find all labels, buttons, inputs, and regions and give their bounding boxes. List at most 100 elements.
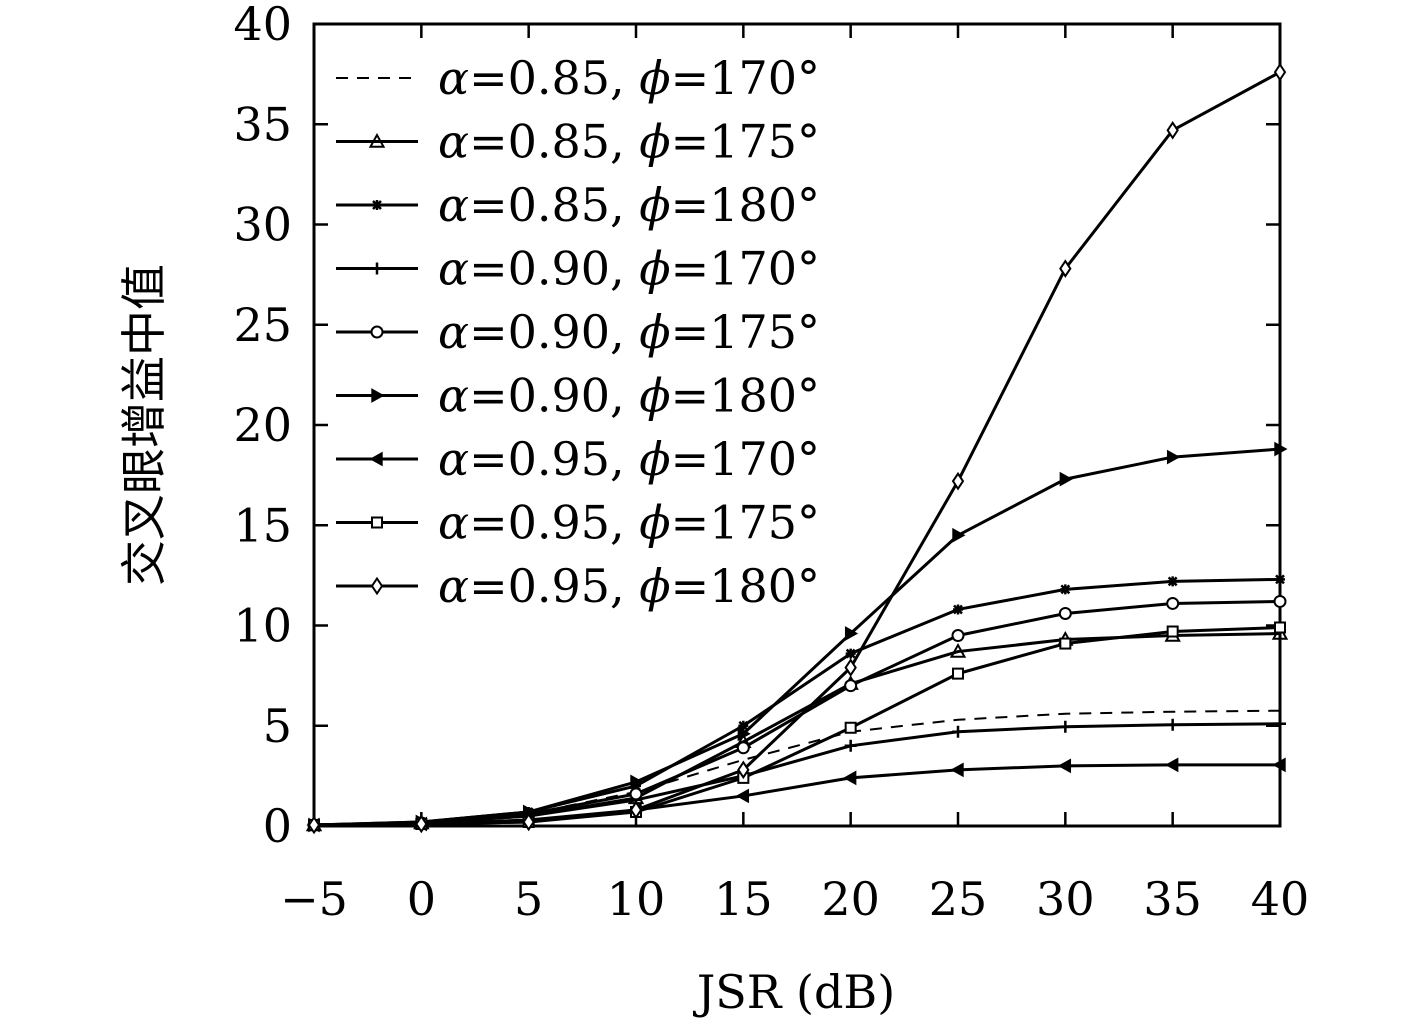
marker-asterisk [953, 604, 963, 615]
y-tick-label: 35 [233, 97, 292, 151]
marker-square [952, 667, 964, 680]
marker-square [1059, 637, 1072, 650]
marker-diamond [1273, 62, 1287, 82]
marker-asterisk [1060, 584, 1071, 595]
x-tick-label: 0 [407, 872, 436, 926]
series-alpha-0.90-phi-180 [308, 441, 1288, 833]
legend-label: α=0.90, ϕ=175° [438, 305, 820, 359]
marker-square [1274, 621, 1286, 634]
y-tick-label: 30 [233, 198, 292, 252]
marker-diamond [1166, 120, 1179, 140]
legend-label: α=0.90, ϕ=170° [438, 242, 820, 296]
x-tick-label: 35 [1143, 872, 1202, 926]
series-alpha-0.85-phi-170 [313, 709, 1281, 826]
legend-entry: α=0.85, ϕ=175° [336, 115, 820, 169]
x-axis-title: JSR (dB) [693, 965, 895, 1019]
marker-plus [1059, 720, 1072, 733]
y-tick-label: 40 [233, 0, 292, 51]
marker-square [371, 516, 383, 529]
marker-triangle-left [735, 788, 750, 804]
marker-triangle-left [843, 770, 857, 786]
marker-diamond [307, 815, 321, 835]
legend-label: α=0.95, ϕ=175° [438, 496, 820, 550]
marker-circle [951, 629, 965, 643]
legend-entry: α=0.90, ϕ=170° [336, 242, 820, 296]
x-tick-label: −5 [280, 872, 348, 926]
marker-triangle-right [1059, 471, 1073, 487]
marker-triangle-right [844, 626, 859, 641]
marker-circle [1273, 594, 1287, 608]
marker-triangle-up [368, 132, 386, 148]
axes: −5 0 5 10 15 20 25 30 35 40 0 5 10 15 20 25 30 35 40 [233, 0, 1309, 926]
marker-circle [844, 679, 858, 693]
y-axis-title: 交叉眼增益中值 [117, 264, 171, 586]
marker-triangle-up [949, 643, 967, 658]
marker-diamond [629, 800, 643, 820]
marker-circle [629, 787, 643, 801]
marker-asterisk [1167, 576, 1178, 587]
marker-triangle-left [950, 762, 964, 778]
y-tick-label: 0 [263, 799, 292, 853]
series-line [313, 722, 1281, 827]
series-line [313, 70, 1281, 827]
x-tick-label: 10 [607, 872, 666, 926]
legend-entry: α=0.95, ϕ=180° [336, 559, 820, 613]
legend-label: α=0.90, ϕ=180° [438, 369, 820, 423]
x-tick-label: 15 [714, 872, 773, 926]
legend-label: α=0.85, ϕ=170° [438, 51, 820, 105]
legend: α=0.85, ϕ=170° α=0.85, ϕ=175° α=0.85, ϕ=18… [336, 51, 820, 613]
series-line [313, 709, 1281, 826]
legend-label: α=0.85, ϕ=180° [438, 178, 820, 232]
legend-entry: α=0.95, ϕ=175° [336, 496, 820, 550]
marker-triangle-right [1274, 441, 1288, 457]
x-tick-label: 25 [929, 872, 988, 926]
marker-asterisk [1275, 574, 1285, 585]
legend-entry: α=0.85, ϕ=180° [336, 178, 820, 232]
series-alpha-0.95-phi-180 [307, 62, 1287, 835]
marker-triangle-right [630, 774, 644, 790]
marker-diamond [415, 814, 428, 834]
series-alpha-0.90-phi-170 [308, 717, 1286, 831]
marker-circle [1166, 596, 1180, 610]
marker-asterisk [738, 720, 749, 731]
marker-plus [844, 739, 857, 752]
marker-asterisk [372, 200, 382, 210]
legend-entry: α=0.85, ϕ=170° [336, 51, 820, 105]
marker-plus [1166, 718, 1179, 731]
x-tick-label: 40 [1251, 872, 1310, 926]
marker-circle [370, 325, 384, 339]
marker-plus [952, 725, 964, 738]
series-layer [305, 62, 1289, 835]
y-tick-label: 5 [263, 699, 292, 753]
series-alpha-0.85-phi-175 [305, 624, 1289, 832]
y-tick-label: 20 [233, 398, 292, 452]
legend-entry: α=0.95, ϕ=170° [336, 432, 820, 486]
y-tick-label: 25 [233, 298, 292, 352]
marker-triangle-left [1057, 758, 1072, 774]
marker-diamond [844, 658, 857, 677]
marker-triangle-right [737, 726, 751, 742]
legend-entry: α=0.90, ϕ=180° [336, 369, 820, 423]
legend-label: α=0.85, ϕ=175° [438, 115, 820, 169]
legend-entry: α=0.90, ϕ=175° [336, 305, 820, 359]
marker-plus [1274, 717, 1286, 730]
marker-triangle-right [952, 527, 966, 543]
marker-plus [371, 262, 383, 275]
series-line [313, 632, 1281, 827]
y-tick-label: 15 [233, 498, 292, 552]
marker-asterisk [845, 648, 856, 659]
marker-triangle-left [1272, 757, 1286, 773]
legend-label: α=0.95, ϕ=170° [438, 432, 820, 486]
marker-triangle-right [371, 388, 385, 403]
marker-square [844, 721, 857, 734]
marker-square [1166, 625, 1179, 638]
marker-circle [1058, 606, 1072, 620]
marker-circle [736, 741, 750, 755]
marker-triangle-left [1165, 757, 1179, 773]
series-line [313, 447, 1281, 827]
x-tick-label: 5 [514, 872, 543, 926]
x-tick-label: 20 [821, 872, 880, 926]
x-tick-label: 30 [1036, 872, 1095, 926]
marker-triangle-right [1166, 449, 1181, 465]
